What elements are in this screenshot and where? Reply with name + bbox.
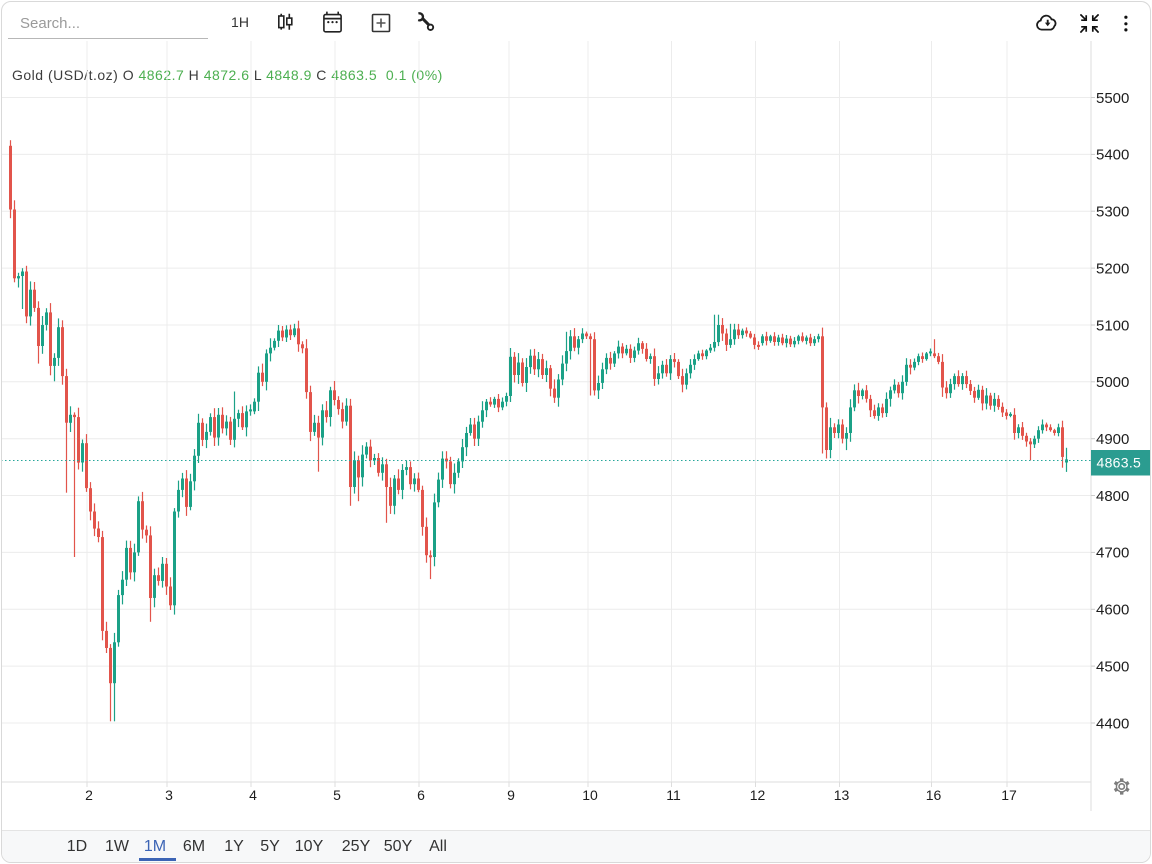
svg-text:13: 13 <box>834 787 850 803</box>
svg-text:4500: 4500 <box>1096 658 1129 675</box>
svg-text:11: 11 <box>666 787 681 803</box>
svg-text:10: 10 <box>582 787 598 803</box>
svg-text:16: 16 <box>926 787 942 803</box>
svg-text:2: 2 <box>85 787 93 803</box>
svg-text:5100: 5100 <box>1096 317 1129 334</box>
svg-text:4: 4 <box>249 787 257 803</box>
svg-text:3: 3 <box>165 787 173 803</box>
svg-text:4700: 4700 <box>1096 545 1129 562</box>
svg-text:6: 6 <box>417 787 425 803</box>
svg-text:4900: 4900 <box>1096 431 1129 448</box>
svg-text:12: 12 <box>750 787 766 803</box>
svg-text:4863.5: 4863.5 <box>1097 454 1142 470</box>
svg-text:17: 17 <box>1001 787 1017 803</box>
svg-text:5500: 5500 <box>1096 90 1129 107</box>
svg-text:4600: 4600 <box>1096 602 1129 619</box>
svg-text:5400: 5400 <box>1096 147 1129 164</box>
svg-text:5000: 5000 <box>1096 374 1129 391</box>
svg-text:5300: 5300 <box>1096 204 1129 221</box>
svg-text:5200: 5200 <box>1096 260 1129 277</box>
svg-text:4400: 4400 <box>1096 715 1129 732</box>
svg-text:9: 9 <box>507 787 515 803</box>
svg-text:5: 5 <box>333 787 341 803</box>
svg-text:4800: 4800 <box>1096 488 1129 505</box>
